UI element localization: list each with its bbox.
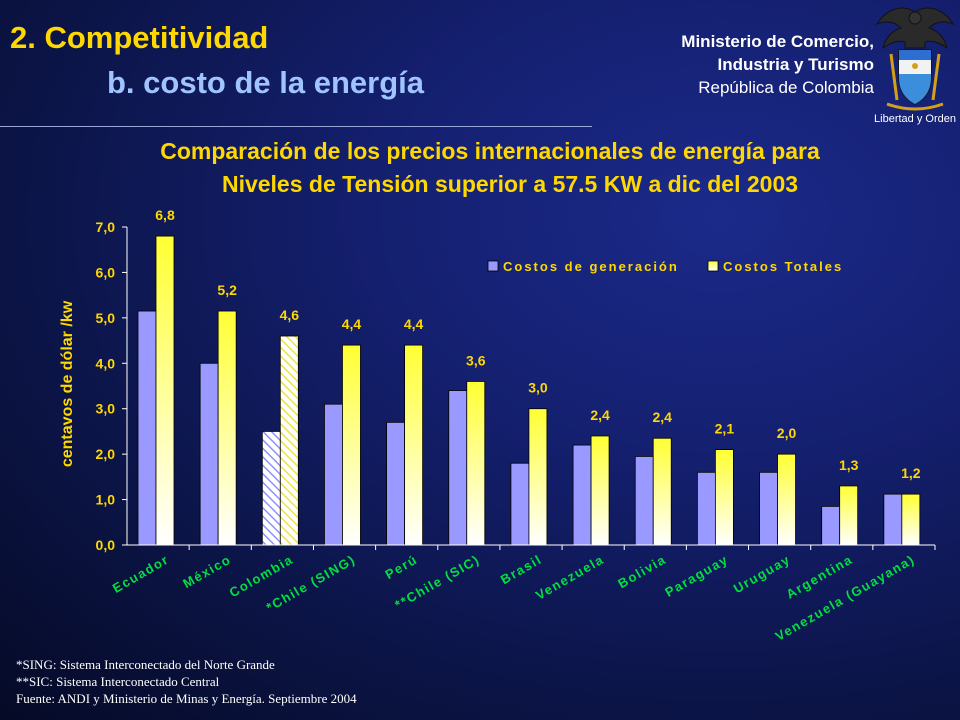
bar-totales [652,437,672,546]
bar-generacion [137,310,157,546]
y-axis-label: centavos de dólar /kw [59,300,76,467]
y-tick-label: 0,0 [96,537,116,553]
y-tick-label: 6,0 [96,264,116,280]
category-label: Brasil [498,552,545,588]
ministry-line-3: República de Colombia [698,78,874,97]
bar-generacion [883,493,903,546]
legend-swatch-generacion [487,260,499,272]
data-label: 6,8 [155,207,175,223]
bar-generacion [634,456,654,546]
category-label: Bolivia [615,552,669,592]
chart-title-line-2: Niveles de Tensión superior a 57.5 KW a … [221,171,799,197]
data-label: 4,6 [280,307,300,323]
bar-totales [714,449,734,546]
bar-generacion [448,390,468,546]
bar-generacion [696,471,716,546]
bar-generacion [386,421,406,546]
data-label: 4,4 [342,316,362,332]
data-label: 3,6 [466,352,486,368]
bar-generacion [199,362,219,546]
bar-generacion [510,462,530,546]
footnote-sing: *SING: Sistema Interconectado del Norte … [16,657,275,672]
bar-totales [217,310,237,546]
legend: Costos de generación Costos Totales [487,259,843,274]
footnotes: *SING: Sistema Interconectado del Norte … [16,656,357,707]
bar-generacion [759,471,778,546]
data-label: 1,2 [901,465,921,481]
bar-totales [590,435,610,546]
category-label: México [180,552,233,592]
title-divider [0,126,592,127]
bar-totales [342,344,361,546]
legend-label-generacion: Costos de generación [503,259,679,274]
data-label: 2,4 [590,407,610,423]
y-tick-label: 2,0 [96,446,116,462]
ministry-line-2: Industria y Turismo [717,55,875,74]
bar-totales [404,344,424,546]
bar-generacion [572,444,592,546]
section-title: 2. Competitividad [10,20,269,55]
y-tick-label: 7,0 [96,219,116,235]
data-label: 2,0 [777,425,797,441]
y-tick-label: 5,0 [96,310,116,326]
ministry-line-1: Ministerio de Comercio, [681,32,874,51]
bar-totales [466,381,486,546]
data-label: 2,4 [652,409,672,425]
y-tick-label: 4,0 [96,355,116,371]
legend-label-totales: Costos Totales [723,259,843,274]
bar-totales [279,335,299,546]
footnote-sic: **SIC: Sistema Interconectado Central [16,674,220,689]
bar-generacion [821,505,841,546]
bar-totales [901,493,921,546]
category-label: Ecuador [110,552,172,596]
category-label: Venezuela [533,552,607,603]
data-label: 4,4 [404,316,424,332]
bar-generacion [324,403,343,546]
data-label: 1,3 [839,457,859,473]
coat-of-arms-icon: Libertad y Orden [874,7,956,125]
chart-title-line-1: Comparación de los precios internacional… [160,138,820,164]
bar-generacion [261,431,281,546]
legend-swatch-totales [707,260,719,272]
data-label: 3,0 [528,380,548,396]
footnote-source: Fuente: ANDI y Ministerio de Minas y Ene… [16,691,357,706]
data-label: 5,2 [217,282,237,298]
y-tick-label: 1,0 [96,492,116,508]
bar-totales [528,408,548,546]
category-label: Perú [382,552,420,582]
section-subtitle: b. costo de la energía [107,65,424,100]
y-tick-label: 3,0 [96,401,116,417]
ministry-block: Ministerio de Comercio, Industria y Turi… [681,30,874,99]
motto-text: Libertad y Orden [874,113,956,125]
bar-totales [777,453,796,546]
bar-totales [155,235,175,546]
bar-totales [839,485,859,546]
chart-title: Comparación de los precios internacional… [60,135,920,201]
data-label: 2,1 [715,421,735,437]
category-label: Paraguay [662,552,731,600]
